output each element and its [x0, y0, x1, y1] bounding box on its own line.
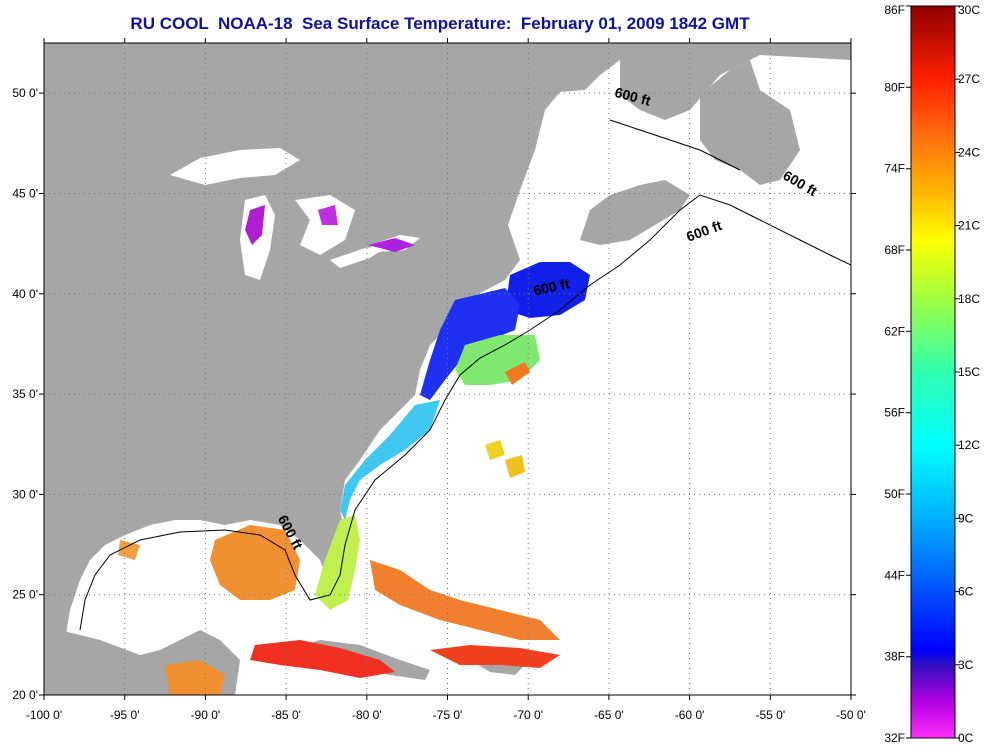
colorbar-f-label: 44F: [884, 568, 905, 582]
colorbar-c-label: 24C: [958, 145, 980, 159]
sst-gulf-of-maine: [505, 262, 590, 318]
land-labrador: [620, 43, 851, 120]
lon-tick-label: -70 0': [513, 708, 543, 722]
sst-southeast-shelf: [340, 400, 440, 520]
land-north-america: [44, 43, 620, 695]
colorbar-c-label: 30C: [958, 3, 980, 17]
colorbar-c-label: 12C: [958, 438, 980, 452]
colorbar-f-label: 62F: [884, 324, 905, 338]
isobath-600ft-line: [79, 194, 851, 631]
lon-tick-label: -90 0': [191, 708, 221, 722]
colorbar-c-label: 21C: [958, 219, 980, 233]
sst-slope-orange: [505, 362, 530, 385]
sst-gulf-coast-orange: [210, 525, 300, 600]
colorbar: [910, 5, 956, 739]
lon-tick-label: -100 0': [26, 708, 62, 722]
lon-tick-label: -85 0': [271, 708, 301, 722]
isobath-gulf-stlawrence: [609, 119, 741, 171]
sst-gulf-center-orange: [118, 540, 140, 560]
lat-tick-label: 50 0': [12, 86, 38, 100]
lon-tick-label: -80 0': [352, 708, 382, 722]
lat-tick-label: 30 0': [12, 487, 38, 501]
colorbar-c-label: 0C: [958, 731, 974, 745]
lon-tick-label: -55 0': [755, 708, 785, 722]
lat-tick-label: 40 0': [12, 287, 38, 301]
isobath-label: 600 ft: [532, 275, 571, 298]
lat-tick-label: 35 0': [12, 387, 38, 401]
sst-bahamas-orange: [370, 560, 560, 640]
lat-tick-label: 45 0': [12, 186, 38, 200]
colorbar-f-label: 32F: [884, 731, 905, 745]
colorbar-f-label: 74F: [884, 162, 905, 176]
sst-great-lakes-purple-3: [368, 238, 415, 252]
sst-atlantic-yellow-2: [505, 455, 525, 478]
lat-tick-label: 20 0': [12, 688, 38, 702]
sst-florida-shelf: [315, 515, 360, 610]
land-nova-scotia: [580, 180, 690, 245]
colorbar-f-label: 86F: [884, 3, 905, 17]
lon-tick-label: -75 0': [433, 708, 463, 722]
lon-tick-label: -50 0': [836, 708, 866, 722]
map-title: RU COOL NOAA-18 Sea Surface Temperature:…: [130, 14, 750, 33]
lake-erie: [330, 245, 390, 268]
colorbar-f-label: 50F: [884, 487, 905, 501]
colorbar-f-label: 38F: [884, 650, 905, 664]
colorbar-f-label: 80F: [884, 80, 905, 94]
sst-atlantic-yellow-1: [485, 440, 505, 460]
lon-tick-label: -60 0': [675, 708, 705, 722]
colorbar-c-label: 27C: [958, 72, 980, 86]
sst-yucatan-orange: [165, 660, 225, 695]
lon-tick-label: -65 0': [594, 708, 624, 722]
lon-tick-label: -95 0': [110, 708, 140, 722]
colorbar-c-label: 3C: [958, 658, 974, 672]
lat-tick-label: 25 0': [12, 588, 38, 602]
colorbar-c-label: 18C: [958, 292, 980, 306]
colorbar-c-label: 6C: [958, 585, 974, 599]
colorbar-c-label: 9C: [958, 511, 974, 525]
land-newfoundland: [700, 60, 800, 185]
colorbar-ticks: 86F 80F 74F 68F 62F 56F 50F 44F 38F 32F 30C 27C 24C 2…: [884, 3, 980, 745]
colorbar-f-label: 68F: [884, 243, 905, 257]
sst-great-lakes-purple-2: [318, 205, 338, 225]
colorbar-f-label: 56F: [884, 406, 905, 420]
gulf-st-lawrence: [560, 95, 700, 190]
axis-ticks: -100 0' -95 0' -90 0' -85 0' -80 0' -75 0' -70…: [12, 38, 866, 722]
sst-caribbean-red-2: [430, 645, 560, 668]
gridlines: [44, 43, 851, 695]
colorbar-c-label: 15C: [958, 365, 980, 379]
lake-superior: [170, 148, 300, 185]
sst-caribbean-red: [250, 640, 395, 678]
sst-great-lakes-purple-1: [245, 205, 265, 245]
